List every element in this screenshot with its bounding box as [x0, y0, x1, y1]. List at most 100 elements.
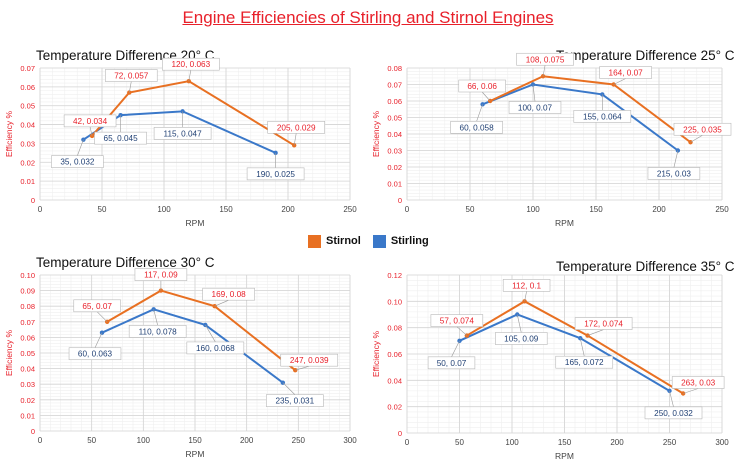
data-label-stem	[587, 329, 604, 336]
y-tick-label: 0.02	[387, 163, 402, 172]
y-tick-label: 0	[31, 196, 35, 205]
data-label-stem	[476, 104, 483, 122]
x-tick-label: 0	[405, 438, 410, 447]
series-line-stirnol	[91, 80, 295, 147]
y-tick-label: 0.05	[387, 114, 402, 123]
x-tick-label: 0	[38, 436, 43, 445]
legend-label-stirling: Stirling	[390, 235, 429, 247]
x-tick-label: 200	[610, 438, 624, 447]
y-tick-label: 0.10	[387, 297, 402, 306]
x-axis-label: RPM	[186, 449, 205, 459]
legend-swatch-stirling	[372, 234, 386, 248]
data-label-stem	[481, 91, 491, 102]
panel-title-30: Temperature Difference 30° C	[36, 255, 215, 270]
data-label-stirling: 35, 0.032	[60, 158, 95, 167]
data-label-stem	[293, 133, 297, 146]
series-line-stirling	[82, 110, 277, 154]
series-line-stirnol	[106, 289, 296, 371]
legend: Stirnol Stirling	[308, 233, 441, 249]
data-label-stem	[524, 291, 527, 302]
data-label-stem	[282, 382, 296, 395]
data-label-stem	[451, 340, 460, 357]
y-tick-label: 0.04	[387, 376, 402, 385]
data-label-stirling: 65, 0.045	[104, 134, 139, 143]
x-tick-label: 50	[455, 438, 464, 447]
x-tick-label: 50	[466, 205, 475, 214]
y-axis-label: Efficiency %	[4, 329, 14, 376]
y-tick-label: 0.07	[387, 81, 402, 90]
x-axis-label: RPM	[186, 218, 205, 228]
x-tick-label: 100	[526, 205, 540, 214]
panel-title-25: Temperature Difference 25° C	[556, 48, 735, 63]
y-axis-label: Efficiency %	[371, 330, 381, 377]
y-tick-label: 0.04	[387, 130, 402, 139]
data-label-stem	[77, 139, 84, 156]
data-label-stirling: 250, 0.032	[654, 409, 693, 418]
data-label-box	[508, 101, 562, 114]
data-label-stem	[683, 388, 699, 394]
panel-title-35: Temperature Difference 35° C	[556, 259, 735, 274]
data-label-box	[599, 66, 652, 79]
x-tick-label: 100	[157, 205, 171, 214]
x-tick-label: 100	[505, 438, 519, 447]
chart-panel-3: 0 50 100 150 200 250 300 0 0.02 0.04 0.06 0.08 0.10 0…	[371, 271, 729, 461]
y-tick-label: 0.04	[20, 365, 35, 374]
data-label-box	[430, 314, 484, 327]
chart-panel-1: 0 50 100 150 200 250 0 0.01 0.02 0.03 0.04 0.05 0.06…	[371, 52, 732, 228]
x-tick-label: 150	[558, 438, 572, 447]
data-label-box	[153, 127, 212, 140]
x-tick-label: 200	[281, 205, 295, 214]
data-label-stirling: 100, 0.07	[518, 104, 553, 113]
data-label-stirnol: 42, 0.034	[73, 117, 108, 126]
data-label-box	[134, 268, 188, 281]
data-label-box	[63, 114, 117, 128]
data-label-stem	[214, 299, 229, 307]
data-label-box	[494, 332, 548, 345]
data-label-stirnol: 117, 0.09	[144, 271, 178, 280]
y-tick-label: 0.03	[387, 147, 402, 156]
y-tick-label: 0.07	[20, 64, 35, 73]
data-label-stem	[456, 326, 468, 336]
data-label-stem	[188, 70, 192, 82]
data-label-stirnol: 66, 0.06	[467, 82, 497, 91]
series-line-stirling	[482, 83, 679, 152]
y-axis-label: Efficiency %	[371, 110, 381, 157]
x-tick-label: 150	[589, 205, 603, 214]
data-label-box	[73, 299, 121, 313]
x-tick-label: 200	[240, 436, 254, 445]
data-label-stirnol: 263, 0.03	[681, 379, 716, 388]
data-label-box	[573, 110, 632, 123]
data-label-stirling: 50, 0.07	[437, 359, 467, 368]
data-label-box	[555, 355, 614, 369]
y-tick-label: 0.01	[20, 411, 35, 420]
data-label-box	[280, 353, 339, 367]
data-label-stirnol: 72, 0.057	[114, 72, 149, 81]
data-label-box	[647, 167, 701, 180]
data-label-box	[458, 79, 506, 93]
data-label-stirling: 165, 0.072	[565, 358, 604, 367]
y-tick-label: 0.01	[20, 177, 35, 186]
data-label-stem	[153, 309, 158, 326]
data-label-box	[186, 341, 245, 355]
data-label-stem	[673, 150, 679, 168]
data-label-stem	[128, 81, 132, 93]
chart-panel-0: 0 50 100 150 200 250 0 0.01 0.02 0.03 0.04 0.05 0.06…	[4, 57, 357, 228]
x-tick-label: 250	[715, 205, 729, 214]
data-point-stirling	[667, 388, 672, 394]
data-label-stirnol: 169, 0.08	[212, 290, 247, 299]
y-tick-label: 0.03	[20, 380, 35, 389]
data-label-stirling: 190, 0.025	[256, 170, 295, 179]
data-label-stirnol: 164, 0.07	[609, 69, 644, 78]
x-tick-label: 300	[343, 436, 357, 445]
data-point-stirling	[99, 330, 105, 335]
y-tick-label: 0.02	[20, 396, 35, 405]
data-label-stem	[205, 324, 216, 343]
data-label-stirnol: 57, 0.074	[440, 317, 475, 326]
data-label-box	[202, 287, 255, 301]
x-tick-label: 50	[98, 205, 107, 214]
data-label-stirnol: 120, 0.063	[171, 60, 210, 69]
data-label-box	[644, 406, 703, 420]
data-label-stirling: 115, 0.047	[164, 129, 203, 138]
series-line-stirnol	[489, 75, 692, 144]
y-tick-label: 0.07	[20, 318, 35, 327]
